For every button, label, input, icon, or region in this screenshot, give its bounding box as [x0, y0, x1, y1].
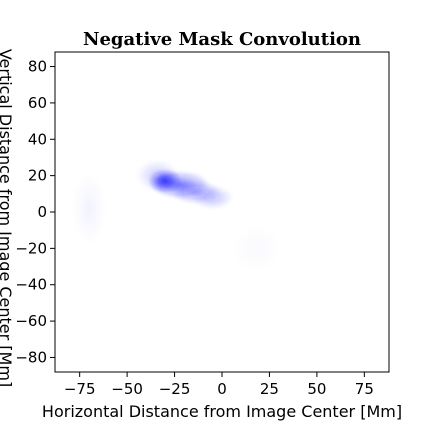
y-tick-label: 0: [37, 203, 47, 221]
x-tick-label: 0: [217, 380, 227, 398]
x-tick-label: 25: [260, 380, 279, 398]
x-tick-label: 75: [355, 380, 374, 398]
y-axis: −80 −60 −40 −20 0 20 40 60 80: [15, 58, 55, 366]
x-axis-label: Horizontal Distance from Image Center [M…: [42, 402, 402, 421]
y-tick-label: −60: [15, 312, 47, 330]
x-axis: −75 −50 −25 0 25 50 75: [64, 372, 374, 398]
y-tick-label: −40: [15, 276, 47, 294]
y-tick-label: −80: [15, 348, 47, 366]
heatmap-layer: [72, 159, 282, 273]
y-axis-label: Vertical Distance from Image Center [Mm]: [0, 49, 15, 387]
x-tick-label: −50: [111, 380, 143, 398]
heatmap-blob: [72, 172, 106, 245]
y-tick-label: 20: [28, 167, 47, 185]
x-tick-label: −25: [159, 380, 191, 398]
x-tick-label: 50: [307, 380, 326, 398]
y-tick-label: 60: [28, 94, 47, 112]
y-tick-label: 40: [28, 130, 47, 148]
y-tick-label: −20: [15, 239, 47, 257]
heatmap-blob: [136, 159, 179, 192]
x-tick-label: −75: [64, 380, 96, 398]
heatmap-blob: [191, 185, 234, 210]
y-tick-label: 80: [28, 58, 47, 76]
heatmap-blob: [231, 224, 282, 273]
chart-title: Negative Mask Convolution: [83, 29, 361, 50]
